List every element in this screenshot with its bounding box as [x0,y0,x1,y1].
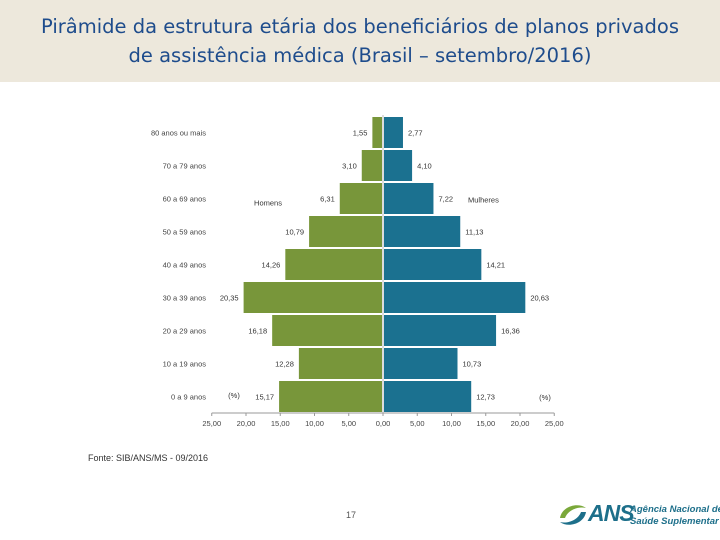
value-label-mulheres: 14,21 [486,261,505,270]
value-label-homens: 6,31 [320,195,335,204]
bar-homens-5 [243,282,382,313]
category-label: 80 anos ou mais [151,129,206,138]
bar-mulheres-6 [384,315,497,346]
logo-subtitle-line2: Saúde Suplementar [630,516,719,527]
value-label-mulheres: 11,13 [465,228,483,237]
value-label-mulheres: 7,22 [438,195,453,204]
value-label-mulheres: 2,77 [408,129,423,138]
bar-homens-1 [361,150,382,181]
bar-mulheres-5 [384,282,526,313]
ans-logo: ANS Agência Nacional de Saúde Suplementa… [556,498,720,532]
x-tick-label: 15,00 [476,419,495,428]
x-tick-label: 25,00 [545,419,564,428]
category-label: 20 a 29 anos [163,327,207,336]
value-label-mulheres: 16,36 [501,327,520,336]
bar-homens-3 [309,216,382,247]
source-note: Fonte: SIB/ANS/MS - 09/2016 [88,453,209,463]
category-label: 30 a 39 anos [163,294,207,303]
series-label-mulheres: Mulheres [468,196,499,205]
bar-homens-2 [339,183,382,214]
x-tick-label: 15,00 [271,419,290,428]
x-tick-label: 20,00 [237,419,256,428]
x-tick-label: 25,00 [202,419,221,428]
page-title-line1: Pirâmide da estrutura etária dos benefic… [41,15,679,38]
ans-logo-mark-icon [560,505,586,525]
logo-ans-text: ANS [588,500,635,526]
x-tick-label: 5,00 [341,419,356,428]
value-label-homens: 3,10 [342,162,357,171]
x-tick-label: 5,00 [410,419,425,428]
category-label: 40 a 49 anos [163,261,207,270]
bar-homens-6 [272,315,382,346]
bar-mulheres-2 [384,183,434,214]
page-number: 17 [346,510,357,520]
value-label-mulheres: 10,73 [463,360,482,369]
category-label: 0 a 9 anos [171,393,206,402]
value-label-homens: 10,79 [285,228,304,237]
x-tick-label: 10,00 [442,419,461,428]
value-label-mulheres: 12,73 [476,393,495,402]
category-label: 10 a 19 anos [163,360,207,369]
x-tick-label: 10,00 [305,419,324,428]
value-label-homens: 14,26 [262,261,281,270]
logo-subtitle-line1: Agência Nacional de [630,504,720,515]
category-label: 50 a 59 anos [163,228,207,237]
x-tick-label: 20,00 [511,419,530,428]
page-title-line2: de assistência médica (Brasil – setembro… [128,44,592,67]
category-label: 70 a 79 anos [163,162,207,171]
series-label-homens: Homens [254,199,282,208]
value-label-homens: 15,17 [255,393,274,402]
unit-label-right: (%) [539,393,551,402]
bar-mulheres-8 [384,381,472,412]
unit-label-left: (%) [228,391,240,400]
bar-mulheres-4 [384,249,482,280]
bar-mulheres-0 [384,117,403,148]
bar-mulheres-3 [384,216,461,247]
value-label-homens: 1,55 [353,129,368,138]
bar-homens-0 [372,117,382,148]
bar-mulheres-1 [384,150,413,181]
bar-homens-4 [285,249,382,280]
bar-mulheres-7 [384,348,458,379]
bar-homens-8 [279,381,382,412]
x-tick-label: 0,00 [376,419,391,428]
value-label-mulheres: 20,63 [530,294,549,303]
value-label-homens: 12,28 [275,360,294,369]
value-label-homens: 20,35 [220,294,239,303]
bar-homens-7 [298,348,382,379]
title-band: Pirâmide da estrutura etária dos benefic… [0,0,720,82]
value-label-homens: 16,18 [248,327,267,336]
category-label: 60 a 69 anos [163,195,207,204]
value-label-mulheres: 4,10 [417,162,432,171]
